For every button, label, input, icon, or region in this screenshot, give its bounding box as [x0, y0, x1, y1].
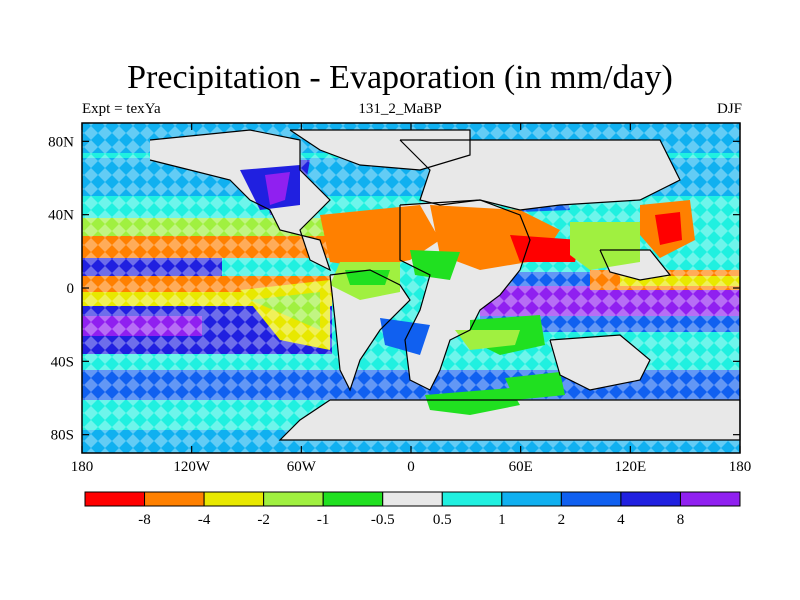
colorbar-swatch: [382, 491, 443, 507]
colorbar-swatch: [620, 491, 681, 507]
x-tick-label: 120W: [173, 459, 211, 475]
period-label: 131_2_MaBP: [358, 101, 442, 117]
precip-evap-field: [82, 123, 740, 453]
colorbar-label: 2: [558, 512, 566, 528]
colorbar-label: -4: [198, 512, 211, 528]
colorbar-swatch: [560, 491, 622, 507]
colorbar-label: 8: [677, 512, 685, 528]
colorbar-label: -8: [138, 512, 151, 528]
colorbar-swatch: [501, 491, 562, 507]
experiment-label: Expt = texYa: [82, 101, 161, 117]
colorbar-swatch: [441, 491, 503, 507]
colorbar: -8 -4 -2 -1 -0.5 0.5 1 2 4 8: [84, 491, 741, 528]
x-tick-label: 0: [407, 459, 415, 475]
colorbar-label: 4: [617, 512, 625, 528]
y-tick-label: 80N: [48, 134, 74, 150]
colorbar-swatch: [203, 491, 265, 507]
colorbar-label: -0.5: [371, 512, 395, 528]
x-tick-label: 180: [729, 459, 752, 475]
colorbar-swatch: [144, 491, 205, 507]
x-axis: 180 120W 60W 0 60E 120E 180: [71, 123, 752, 475]
x-tick-label: 180: [71, 459, 94, 475]
coastlines: [149, 129, 741, 441]
map-title: Precipitation - Evaporation (in mm/day): [127, 59, 673, 96]
x-tick-label: 60E: [509, 459, 533, 475]
x-tick-label: 120E: [614, 459, 646, 475]
colorbar-swatch: [679, 491, 741, 507]
colorbar-swatch: [322, 491, 384, 507]
season-label: DJF: [716, 101, 742, 117]
colorbar-label: 0.5: [433, 512, 452, 528]
colorbar-label: -1: [317, 512, 330, 528]
y-tick-label: 40N: [48, 208, 74, 224]
colorbar-swatch: [84, 491, 146, 507]
y-tick-label: 80S: [51, 428, 74, 444]
x-tick-label: 60W: [287, 459, 317, 475]
colorbar-label: -2: [257, 512, 270, 528]
y-tick-label: 40S: [51, 354, 74, 370]
y-tick-label: 0: [67, 281, 75, 297]
colorbar-swatch: [263, 491, 324, 507]
y-axis: 80N 40N 0 40S 80S: [48, 134, 740, 444]
colorbar-label: 1: [498, 512, 506, 528]
